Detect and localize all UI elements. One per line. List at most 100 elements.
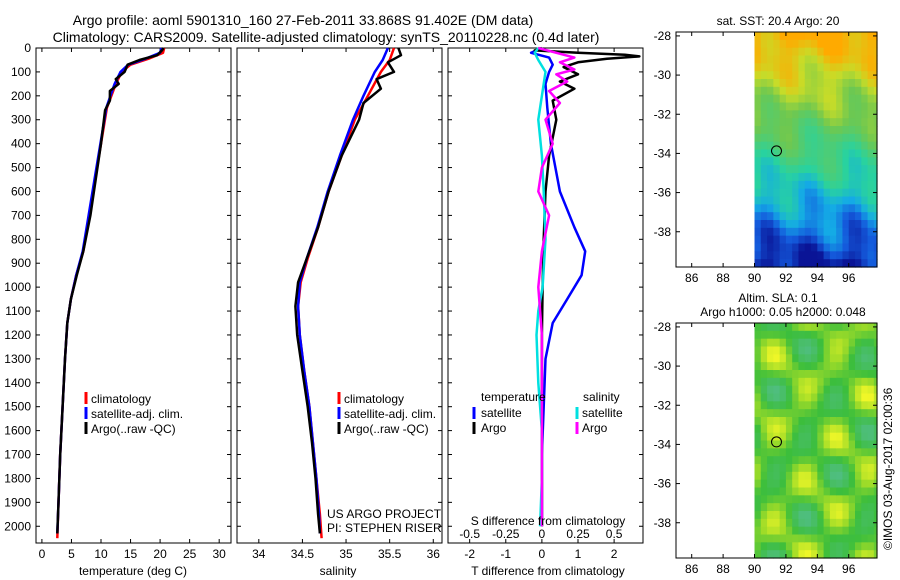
map-cell	[811, 370, 818, 379]
map-cell	[823, 173, 831, 182]
map-cell	[842, 370, 850, 379]
map-cell	[842, 133, 850, 143]
map-cell	[804, 440, 812, 449]
map-cell	[804, 86, 812, 96]
map-cell	[754, 165, 762, 174]
map-cell	[760, 165, 768, 174]
map-cell	[779, 235, 787, 245]
map-cell	[829, 456, 837, 465]
map-cell	[867, 63, 875, 72]
map-cell	[842, 149, 850, 158]
map-cell	[767, 362, 774, 371]
map-cell	[773, 118, 781, 127]
series-line-argo-raw-qc-	[56, 47, 165, 534]
map-cell	[767, 63, 774, 72]
map-cell	[798, 63, 806, 72]
map-cell	[767, 370, 774, 379]
map-cell	[855, 180, 862, 190]
map-cell	[773, 440, 781, 449]
map-cell	[873, 550, 878, 559]
map-cell	[873, 409, 878, 418]
map-cell	[867, 110, 875, 119]
map-cell	[754, 409, 762, 418]
map-cell	[767, 518, 774, 528]
map-cell	[785, 110, 793, 119]
map-cell	[848, 173, 856, 182]
map-cell	[760, 196, 768, 205]
difference-legend-t-satellite: satellite	[481, 406, 522, 420]
map-cell	[798, 338, 806, 348]
map-cell	[848, 511, 856, 520]
map-cell	[823, 235, 831, 245]
map-cell	[767, 393, 774, 402]
map-cell	[779, 227, 787, 237]
s-tick-label: -0.5	[459, 527, 480, 541]
map-cell	[811, 550, 818, 559]
map-cell	[861, 102, 869, 111]
map-cell	[873, 330, 878, 340]
salinity-legend-climatology: climatology	[344, 392, 404, 406]
series-line-salinity-argo	[537, 46, 576, 527]
x-tick-label: 0	[539, 547, 546, 561]
map-cell	[823, 401, 831, 410]
salinity-ticks: 34 34.5 35 35.5 36	[237, 47, 442, 561]
map-cell	[842, 542, 850, 551]
map-cell	[861, 550, 869, 559]
map-cell	[779, 487, 787, 496]
map-cell	[842, 204, 850, 213]
map-cell	[760, 86, 768, 96]
map-cell	[842, 126, 850, 135]
map-cell	[767, 47, 774, 57]
map-cell	[817, 259, 825, 268]
map-cell	[836, 338, 844, 348]
map-cell	[855, 165, 862, 174]
map-cell	[792, 39, 800, 49]
map-cell	[785, 149, 793, 158]
map-cell	[842, 440, 850, 449]
map-cell	[760, 417, 768, 426]
map-cell	[855, 71, 862, 80]
map-cell	[867, 550, 875, 559]
map-cell	[873, 456, 878, 465]
map-cell	[861, 409, 869, 418]
map-cell	[829, 448, 837, 457]
map-cell	[779, 39, 787, 49]
series-line-temperature-satellite	[529, 46, 587, 527]
map-cell	[773, 330, 781, 340]
y-tick-label: 800	[11, 232, 31, 246]
map-cell	[798, 188, 806, 198]
map-cell	[804, 518, 812, 528]
map-cell	[861, 526, 869, 536]
temperature-xlabel: temperature (deg C)	[79, 564, 187, 578]
map-cell	[867, 471, 875, 481]
y-tick-label: -34	[654, 146, 672, 160]
x-tick-label: -2	[464, 547, 475, 561]
map-cell	[785, 511, 793, 520]
map-cell	[873, 354, 878, 363]
map-cell	[792, 251, 800, 260]
map-cell	[785, 417, 793, 426]
map-cell	[773, 157, 781, 166]
map-cell	[836, 409, 844, 418]
map-cell	[779, 212, 787, 221]
map-cell	[842, 487, 850, 496]
map-cell	[867, 362, 875, 371]
y-tick-label: 1500	[4, 400, 31, 414]
map-cell	[804, 251, 812, 260]
map-cell	[773, 47, 781, 57]
map-cell	[842, 448, 850, 457]
map-cell	[792, 149, 800, 158]
map-cell	[861, 71, 869, 80]
map-cell	[779, 180, 787, 190]
map-cell	[873, 432, 878, 442]
sla-map-title-line2: Argo h1000: 0.05 h2000: 0.048	[700, 305, 866, 319]
map-cell	[817, 464, 825, 473]
map-cell	[792, 71, 800, 80]
map-cell	[817, 47, 825, 57]
map-cell	[817, 220, 825, 229]
map-cell	[823, 63, 831, 72]
map-cell	[798, 55, 806, 64]
map-cell	[804, 204, 812, 213]
map-cell	[798, 526, 806, 536]
map-cell	[867, 424, 875, 434]
